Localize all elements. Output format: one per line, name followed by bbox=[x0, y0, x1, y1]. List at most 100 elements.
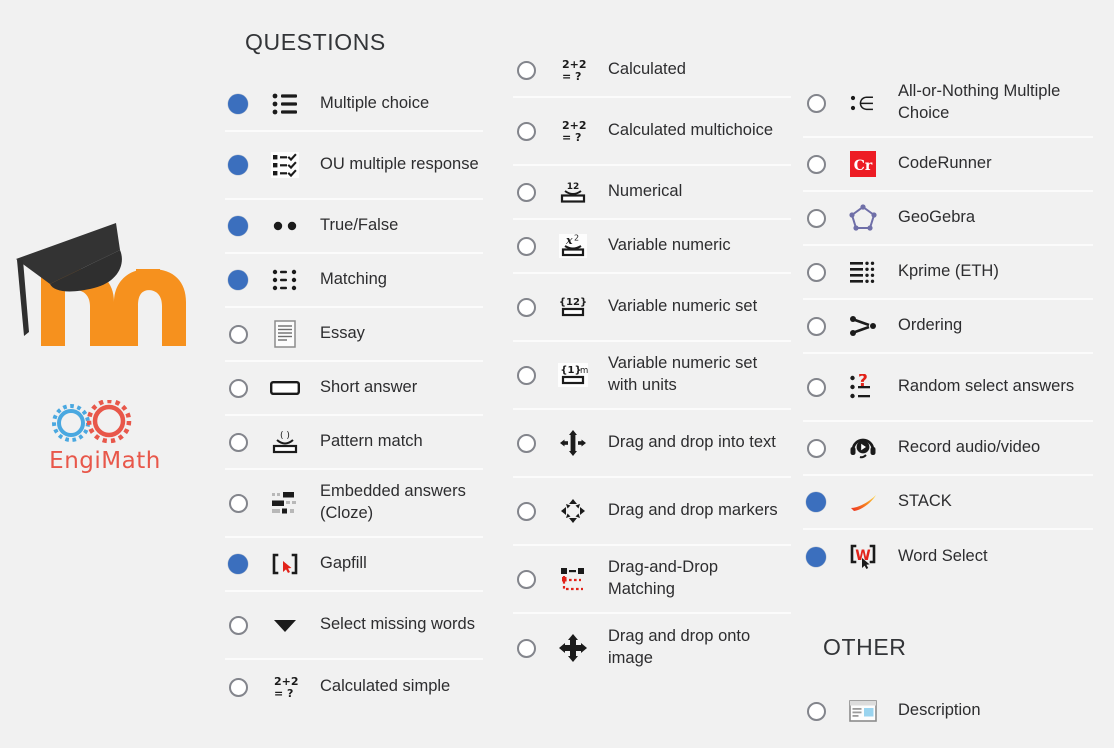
question-type-radio[interactable] bbox=[806, 547, 826, 567]
question-type-radio[interactable] bbox=[517, 60, 536, 80]
question-type-radio[interactable] bbox=[807, 154, 826, 174]
svg-text:x: x bbox=[565, 234, 573, 247]
question-type-option[interactable]: 2+2 = ? Calculated simple bbox=[225, 660, 483, 714]
question-type-option[interactable]: STACK bbox=[803, 476, 1093, 530]
question-type-option[interactable]: x 2 Variable numeric bbox=[513, 220, 791, 274]
pattern-match-icon: ( ) bbox=[269, 426, 301, 458]
svg-text:2+2: 2+2 bbox=[562, 58, 587, 71]
question-type-radio[interactable] bbox=[229, 615, 248, 635]
engimath-logo: EngiMath bbox=[30, 398, 180, 478]
short-answer-icon bbox=[269, 372, 301, 404]
stack-icon bbox=[847, 486, 879, 518]
question-type-radio[interactable] bbox=[229, 493, 248, 513]
question-type-label: Drag and drop markers bbox=[608, 501, 778, 520]
multiple-choice-icon bbox=[269, 88, 301, 120]
question-type-radio[interactable] bbox=[807, 208, 826, 228]
question-type-label: Variable numeric set bbox=[608, 297, 758, 316]
kprime-icon bbox=[847, 256, 879, 288]
question-type-label: All-or-Nothing Multiple Choice bbox=[898, 82, 1061, 122]
branding-panel: EngiMath bbox=[0, 0, 216, 748]
question-type-option[interactable]: Multiple choice bbox=[225, 78, 483, 132]
question-type-option[interactable]: W Word Select bbox=[803, 530, 1093, 584]
true-false-icon bbox=[269, 210, 301, 242]
question-type-radio[interactable] bbox=[228, 94, 248, 114]
question-type-radio[interactable] bbox=[229, 432, 248, 452]
question-type-option[interactable]: True/False bbox=[225, 200, 483, 254]
ou-multiple-response-icon bbox=[269, 149, 301, 181]
drag-drop-text-icon bbox=[557, 427, 589, 459]
question-type-radio[interactable] bbox=[807, 701, 826, 721]
question-type-label: Embedded answers (Cloze) bbox=[320, 482, 466, 522]
cloze-icon bbox=[269, 487, 301, 519]
question-type-radio[interactable] bbox=[517, 569, 536, 589]
question-type-option[interactable]: Description bbox=[803, 684, 1093, 738]
question-type-option[interactable]: Cr CodeRunner bbox=[803, 138, 1093, 192]
question-type-radio[interactable] bbox=[229, 677, 248, 697]
question-type-option[interactable]: 2+2 = ? Calculated bbox=[513, 44, 791, 98]
question-type-option[interactable]: Select missing words bbox=[225, 592, 483, 660]
select-missing-words-icon bbox=[269, 609, 301, 641]
svg-text:2: 2 bbox=[574, 234, 579, 243]
question-type-radio[interactable] bbox=[517, 501, 536, 521]
question-type-option[interactable]: 12 Numerical bbox=[513, 166, 791, 220]
question-type-label: Essay bbox=[320, 324, 365, 343]
question-type-radio[interactable] bbox=[807, 262, 826, 282]
question-type-option[interactable]: Drag-and-Drop Matching bbox=[513, 546, 791, 614]
question-type-option[interactable]: Drag and drop onto image bbox=[513, 614, 791, 682]
question-type-option[interactable]: 2+2 = ? Calculated multichoice bbox=[513, 98, 791, 166]
question-type-radio[interactable] bbox=[229, 324, 248, 344]
question-type-option[interactable]: Embedded answers (Cloze) bbox=[225, 470, 483, 538]
svg-text:2+2: 2+2 bbox=[562, 119, 587, 132]
question-type-option[interactable]: GeoGebra bbox=[803, 192, 1093, 246]
svg-text:{1}: {1} bbox=[560, 365, 581, 376]
drag-drop-image-icon bbox=[557, 632, 589, 664]
question-type-radio[interactable] bbox=[228, 155, 248, 175]
record-av-icon bbox=[847, 432, 879, 464]
question-type-option[interactable]: ( ) Pattern match bbox=[225, 416, 483, 470]
question-type-option[interactable]: ? Random select answers bbox=[803, 354, 1093, 422]
svg-text:( ): ( ) bbox=[280, 431, 290, 441]
question-type-radio[interactable] bbox=[807, 93, 826, 113]
question-type-label: Drag and drop into text bbox=[608, 433, 776, 452]
question-type-option[interactable]: Ordering bbox=[803, 300, 1093, 354]
question-type-label: Drag and drop onto image bbox=[608, 627, 751, 667]
question-type-option[interactable]: Record audio/video bbox=[803, 422, 1093, 476]
question-type-option[interactable]: OU multiple response bbox=[225, 132, 483, 200]
question-type-option[interactable]: Gapfill bbox=[225, 538, 483, 592]
description-icon bbox=[847, 695, 879, 727]
question-type-radio[interactable] bbox=[806, 492, 826, 512]
question-type-radio[interactable] bbox=[517, 236, 536, 256]
question-type-option[interactable]: Essay bbox=[225, 308, 483, 362]
question-type-radio[interactable] bbox=[517, 365, 536, 385]
moodle-logo bbox=[8, 212, 198, 360]
question-type-label: Description bbox=[898, 701, 981, 720]
question-type-label: STACK bbox=[898, 492, 952, 511]
question-type-radio[interactable] bbox=[807, 438, 826, 458]
svg-text:12: 12 bbox=[567, 182, 580, 192]
question-type-option[interactable]: ∈ All-or-Nothing Multiple Choice bbox=[803, 70, 1093, 138]
question-type-radio[interactable] bbox=[229, 378, 248, 398]
question-type-option[interactable]: Short answer bbox=[225, 362, 483, 416]
question-type-option[interactable]: Drag and drop into text bbox=[513, 410, 791, 478]
question-type-label: Random select answers bbox=[898, 377, 1075, 396]
question-type-option[interactable]: Matching bbox=[225, 254, 483, 308]
all-or-nothing-icon: ∈ bbox=[847, 87, 879, 119]
question-type-option[interactable]: Kprime (ETH) bbox=[803, 246, 1093, 300]
question-type-label: Multiple choice bbox=[320, 94, 430, 113]
question-type-radio[interactable] bbox=[517, 297, 536, 317]
question-type-option[interactable]: {1} m Variable numeric set with units bbox=[513, 342, 791, 410]
question-type-label: Short answer bbox=[320, 378, 418, 397]
question-type-radio[interactable] bbox=[228, 216, 248, 236]
question-type-radio[interactable] bbox=[517, 638, 536, 658]
question-type-radio[interactable] bbox=[807, 377, 826, 397]
question-type-radio[interactable] bbox=[517, 433, 536, 453]
question-type-option[interactable]: Drag and drop markers bbox=[513, 478, 791, 546]
question-type-option[interactable]: {12} Variable numeric set bbox=[513, 274, 791, 342]
question-type-radio[interactable] bbox=[228, 270, 248, 290]
question-type-radio[interactable] bbox=[807, 316, 826, 336]
question-type-radio[interactable] bbox=[228, 554, 248, 574]
variable-numeric-icon: x 2 bbox=[557, 230, 589, 262]
drag-drop-matching-icon bbox=[557, 563, 589, 595]
question-type-radio[interactable] bbox=[517, 121, 536, 141]
question-type-radio[interactable] bbox=[517, 182, 536, 202]
